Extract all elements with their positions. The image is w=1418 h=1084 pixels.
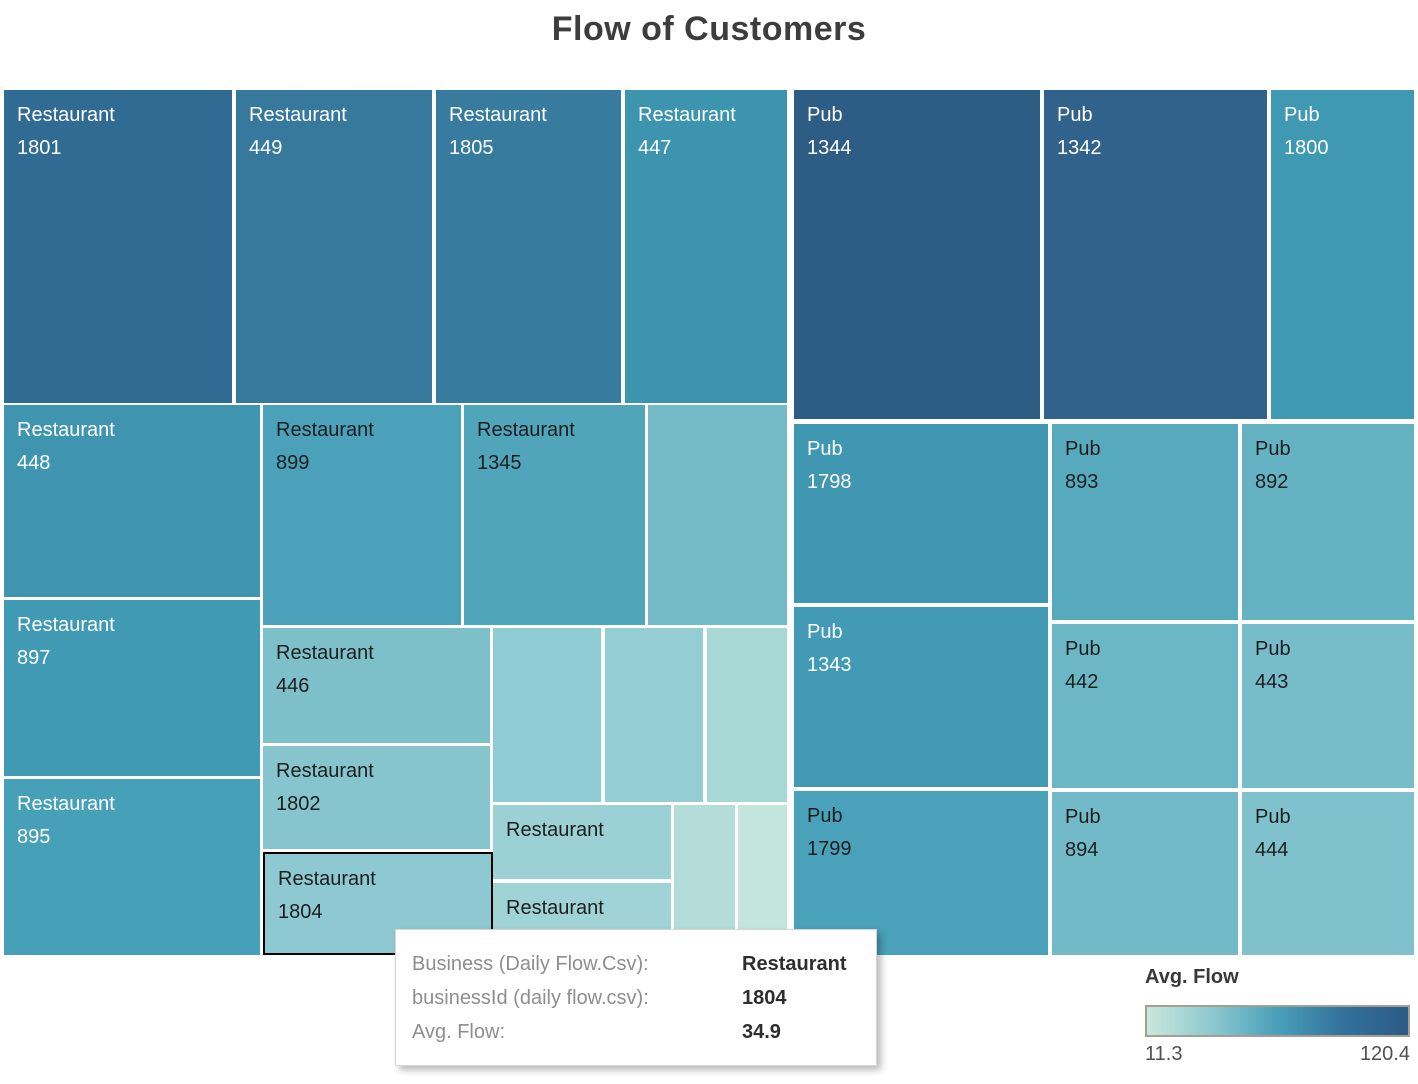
tile-label-line: 447: [638, 137, 672, 159]
tile-label-line: Restaurant: [17, 104, 115, 126]
tooltip-row: businessId (daily flow.csv): 1804: [412, 981, 862, 1015]
tile-label-line: 449: [249, 137, 283, 159]
tile-label-line: Pub: [1065, 638, 1101, 660]
treemap-tile-pub-442[interactable]: Pub 442: [1052, 624, 1238, 788]
treemap-tile-pub-892[interactable]: Pub 892: [1242, 424, 1414, 620]
treemap-tile-restaurant-448[interactable]: Restaurant 448: [4, 405, 260, 597]
tile-label-line: Restaurant: [249, 104, 347, 126]
tile-label-line: 1345: [477, 452, 522, 474]
tile-label-line: 1801: [17, 137, 62, 159]
tile-label-line: Restaurant: [449, 104, 547, 126]
treemap-tile-pub-1344[interactable]: Pub 1344: [794, 90, 1040, 419]
tile-label-line: Pub: [1057, 104, 1093, 126]
legend-min-label: 11.3: [1145, 1043, 1183, 1065]
tooltip: Business (Daily Flow.Csv): Restaurant bu…: [395, 929, 877, 1066]
tile-label-line: Restaurant: [17, 614, 115, 636]
tile-label-line: 893: [1065, 471, 1099, 493]
tile-label-line: Restaurant: [276, 760, 374, 782]
tile-label-line: 897: [17, 647, 51, 669]
treemap-tile-restaurant-unlabeled[interactable]: [648, 405, 787, 625]
treemap-tile-pub-443[interactable]: Pub 443: [1242, 624, 1414, 788]
tile-label-line: Pub: [1065, 438, 1101, 460]
tile-label-line: Pub: [1065, 806, 1101, 828]
tile-label-line: 448: [17, 452, 51, 474]
treemap-tile-pub-1342[interactable]: Pub 1342: [1044, 90, 1267, 419]
tile-label-line: 895: [17, 826, 51, 848]
tile-label-line: 442: [1065, 671, 1099, 693]
tile-label-line: Pub: [807, 621, 843, 643]
tile-label-line: 892: [1255, 471, 1289, 493]
tile-label-line: Restaurant: [276, 419, 374, 441]
tile-label-line: Restaurant: [17, 419, 115, 441]
legend-title: Avg. Flow: [1145, 966, 1239, 988]
treemap-tile-restaurant-unlabeled[interactable]: [605, 628, 703, 802]
tile-label-line: Pub: [807, 438, 843, 460]
treemap-tile-restaurant-899[interactable]: Restaurant 899: [263, 405, 461, 625]
treemap-tile-pub-893[interactable]: Pub 893: [1052, 424, 1238, 620]
tooltip-value-business: Restaurant: [742, 952, 847, 975]
tooltip-row: Business (Daily Flow.Csv): Restaurant: [412, 947, 862, 981]
tooltip-row: Avg. Flow: 34.9: [412, 1015, 862, 1049]
tile-label-line: 1343: [807, 654, 852, 676]
treemap-tile-restaurant-1801[interactable]: Restaurant 1801: [4, 90, 232, 403]
tile-label-line: 1802: [276, 793, 321, 815]
tile-label-line: Restaurant: [278, 868, 376, 890]
legend-max-label: 120.4: [1359, 1043, 1410, 1065]
legend-gradient-bar[interactable]: [1145, 1005, 1410, 1037]
tile-label-line: Restaurant: [506, 819, 604, 841]
tile-label-line: Pub: [807, 104, 843, 126]
tile-label-line: Pub: [1284, 104, 1320, 126]
treemap-tile-pub-1799[interactable]: Pub 1799: [794, 791, 1048, 955]
tile-label-line: 1798: [807, 471, 852, 493]
tile-label-line: 444: [1255, 839, 1289, 861]
tile-label-line: Pub: [1255, 438, 1291, 460]
treemap-tile-restaurant-1805[interactable]: Restaurant 1805: [436, 90, 621, 403]
tile-label-line: Restaurant: [638, 104, 736, 126]
treemap-tile-restaurant-449[interactable]: Restaurant 449: [236, 90, 432, 403]
tile-label-line: Pub: [1255, 806, 1291, 828]
tile-label-line: 894: [1065, 839, 1099, 861]
color-legend: Avg. Flow 11.3 120.4: [1145, 966, 1413, 1066]
tile-label-line: Restaurant: [506, 897, 604, 919]
tile-label-line: 446: [276, 675, 310, 697]
treemap-tile-restaurant-1802[interactable]: Restaurant 1802: [263, 746, 490, 849]
tile-label-line: 1799: [807, 838, 852, 860]
treemap-tile-restaurant-895[interactable]: Restaurant 895: [4, 779, 260, 955]
treemap-tile-pub-444[interactable]: Pub 444: [1242, 792, 1414, 955]
tooltip-label-business: Business (Daily Flow.Csv):: [412, 952, 649, 975]
tooltip-label-avg-flow: Avg. Flow:: [412, 1020, 505, 1043]
tooltip-label-businessid: businessId (daily flow.csv):: [412, 986, 649, 1009]
treemap-tile-restaurant-unlabeled[interactable]: [707, 628, 787, 802]
tile-label-line: 1804: [278, 901, 323, 923]
treemap-tile-restaurant-1345[interactable]: Restaurant 1345: [464, 405, 645, 625]
treemap-tile-restaurant-447[interactable]: Restaurant 447: [625, 90, 787, 403]
treemap-tile-pub-1343[interactable]: Pub 1343: [794, 607, 1048, 787]
legend-scale-labels: 11.3 120.4: [1145, 1043, 1410, 1066]
tooltip-value-businessid: 1804: [742, 986, 787, 1009]
chart-title: Flow of Customers: [551, 10, 867, 48]
tile-label-line: Restaurant: [477, 419, 575, 441]
treemap-tile-restaurant-unlabeled-restaurant[interactable]: Restaurant: [493, 805, 671, 879]
tile-label-line: 443: [1255, 671, 1289, 693]
tile-label-line: Restaurant: [276, 642, 374, 664]
treemap-tile-restaurant-446[interactable]: Restaurant 446: [263, 628, 490, 743]
treemap-tile-pub-894[interactable]: Pub 894: [1052, 792, 1238, 955]
tile-label-line: 1805: [449, 137, 494, 159]
tile-label-line: Pub: [1255, 638, 1291, 660]
treemap-tile-pub-1798[interactable]: Pub 1798: [794, 424, 1048, 603]
tile-label-line: Restaurant: [17, 793, 115, 815]
treemap-tile-restaurant-unlabeled[interactable]: [493, 628, 601, 802]
tile-label-line: 1800: [1284, 137, 1329, 159]
tile-label-line: Pub: [807, 805, 843, 827]
treemap-tile-pub-1800[interactable]: Pub 1800: [1271, 90, 1414, 419]
tooltip-value-avg-flow: 34.9: [742, 1020, 781, 1043]
treemap-tile-restaurant-897[interactable]: Restaurant 897: [4, 600, 260, 776]
tile-label-line: 1342: [1057, 137, 1102, 159]
tile-label-line: 899: [276, 452, 310, 474]
tile-label-line: 1344: [807, 137, 852, 159]
